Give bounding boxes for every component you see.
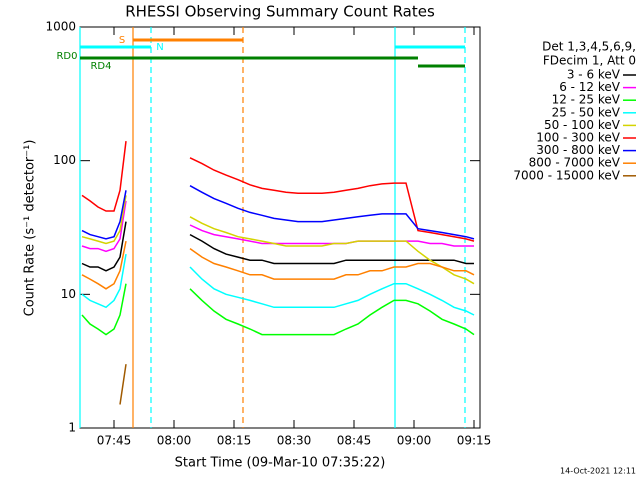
x-tick-label: 09:00 <box>397 434 432 448</box>
legend-label: 3 - 6 keV <box>567 68 621 82</box>
plot-frame <box>79 26 481 429</box>
legend-label: 100 - 300 keV <box>536 131 620 145</box>
x-tick-label: 07:45 <box>97 434 132 448</box>
series-line <box>81 141 475 242</box>
series-line <box>81 195 475 285</box>
flag-label: RD0 <box>56 51 77 62</box>
x-tick-label: 09:15 <box>457 434 492 448</box>
flag-label: RD4 <box>90 61 111 72</box>
x-tick-label: 08:45 <box>337 434 372 448</box>
series-line <box>81 221 474 272</box>
chart-title: RHESSI Observing Summary Count Rates <box>125 3 435 21</box>
flag-label: S <box>119 35 125 46</box>
legend-label: 25 - 50 keV <box>552 105 621 119</box>
y-axis-label: Count Rate (s⁻¹ detector⁻¹) <box>23 140 38 317</box>
y-tick-label: 1 <box>68 421 76 435</box>
x-axis-label: Start Time (09-Mar-10 07:35:22) <box>175 456 386 471</box>
series-line <box>81 283 475 336</box>
x-tick-label: 08:00 <box>157 434 192 448</box>
y-tick-label: 100 <box>53 153 76 167</box>
series-line <box>81 253 475 316</box>
legend-label: 6 - 12 keV <box>559 80 621 94</box>
x-tick-label: 08:30 <box>277 434 312 448</box>
series-line <box>81 185 475 240</box>
timestamp: 14-Oct-2021 12:11 <box>560 467 636 476</box>
y-tick-label: 1000 <box>45 20 76 34</box>
legend-label: 7000 - 15000 keV <box>513 168 620 182</box>
y-tick-label: 10 <box>61 287 76 301</box>
x-tick-label: 08:15 <box>217 434 252 448</box>
series-line <box>81 240 475 290</box>
flag-label: N <box>156 42 163 53</box>
legend-header: Det 1,3,4,5,6,9, <box>542 40 636 54</box>
legend-label: 12 - 25 keV <box>552 93 621 107</box>
legend-label: 50 - 100 keV <box>544 118 621 132</box>
legend-label: 800 - 7000 keV <box>529 156 621 170</box>
legend-label: 300 - 800 keV <box>536 143 620 157</box>
legend-header: FDecim 1, Att 0 <box>543 54 636 68</box>
series-line <box>119 364 127 405</box>
